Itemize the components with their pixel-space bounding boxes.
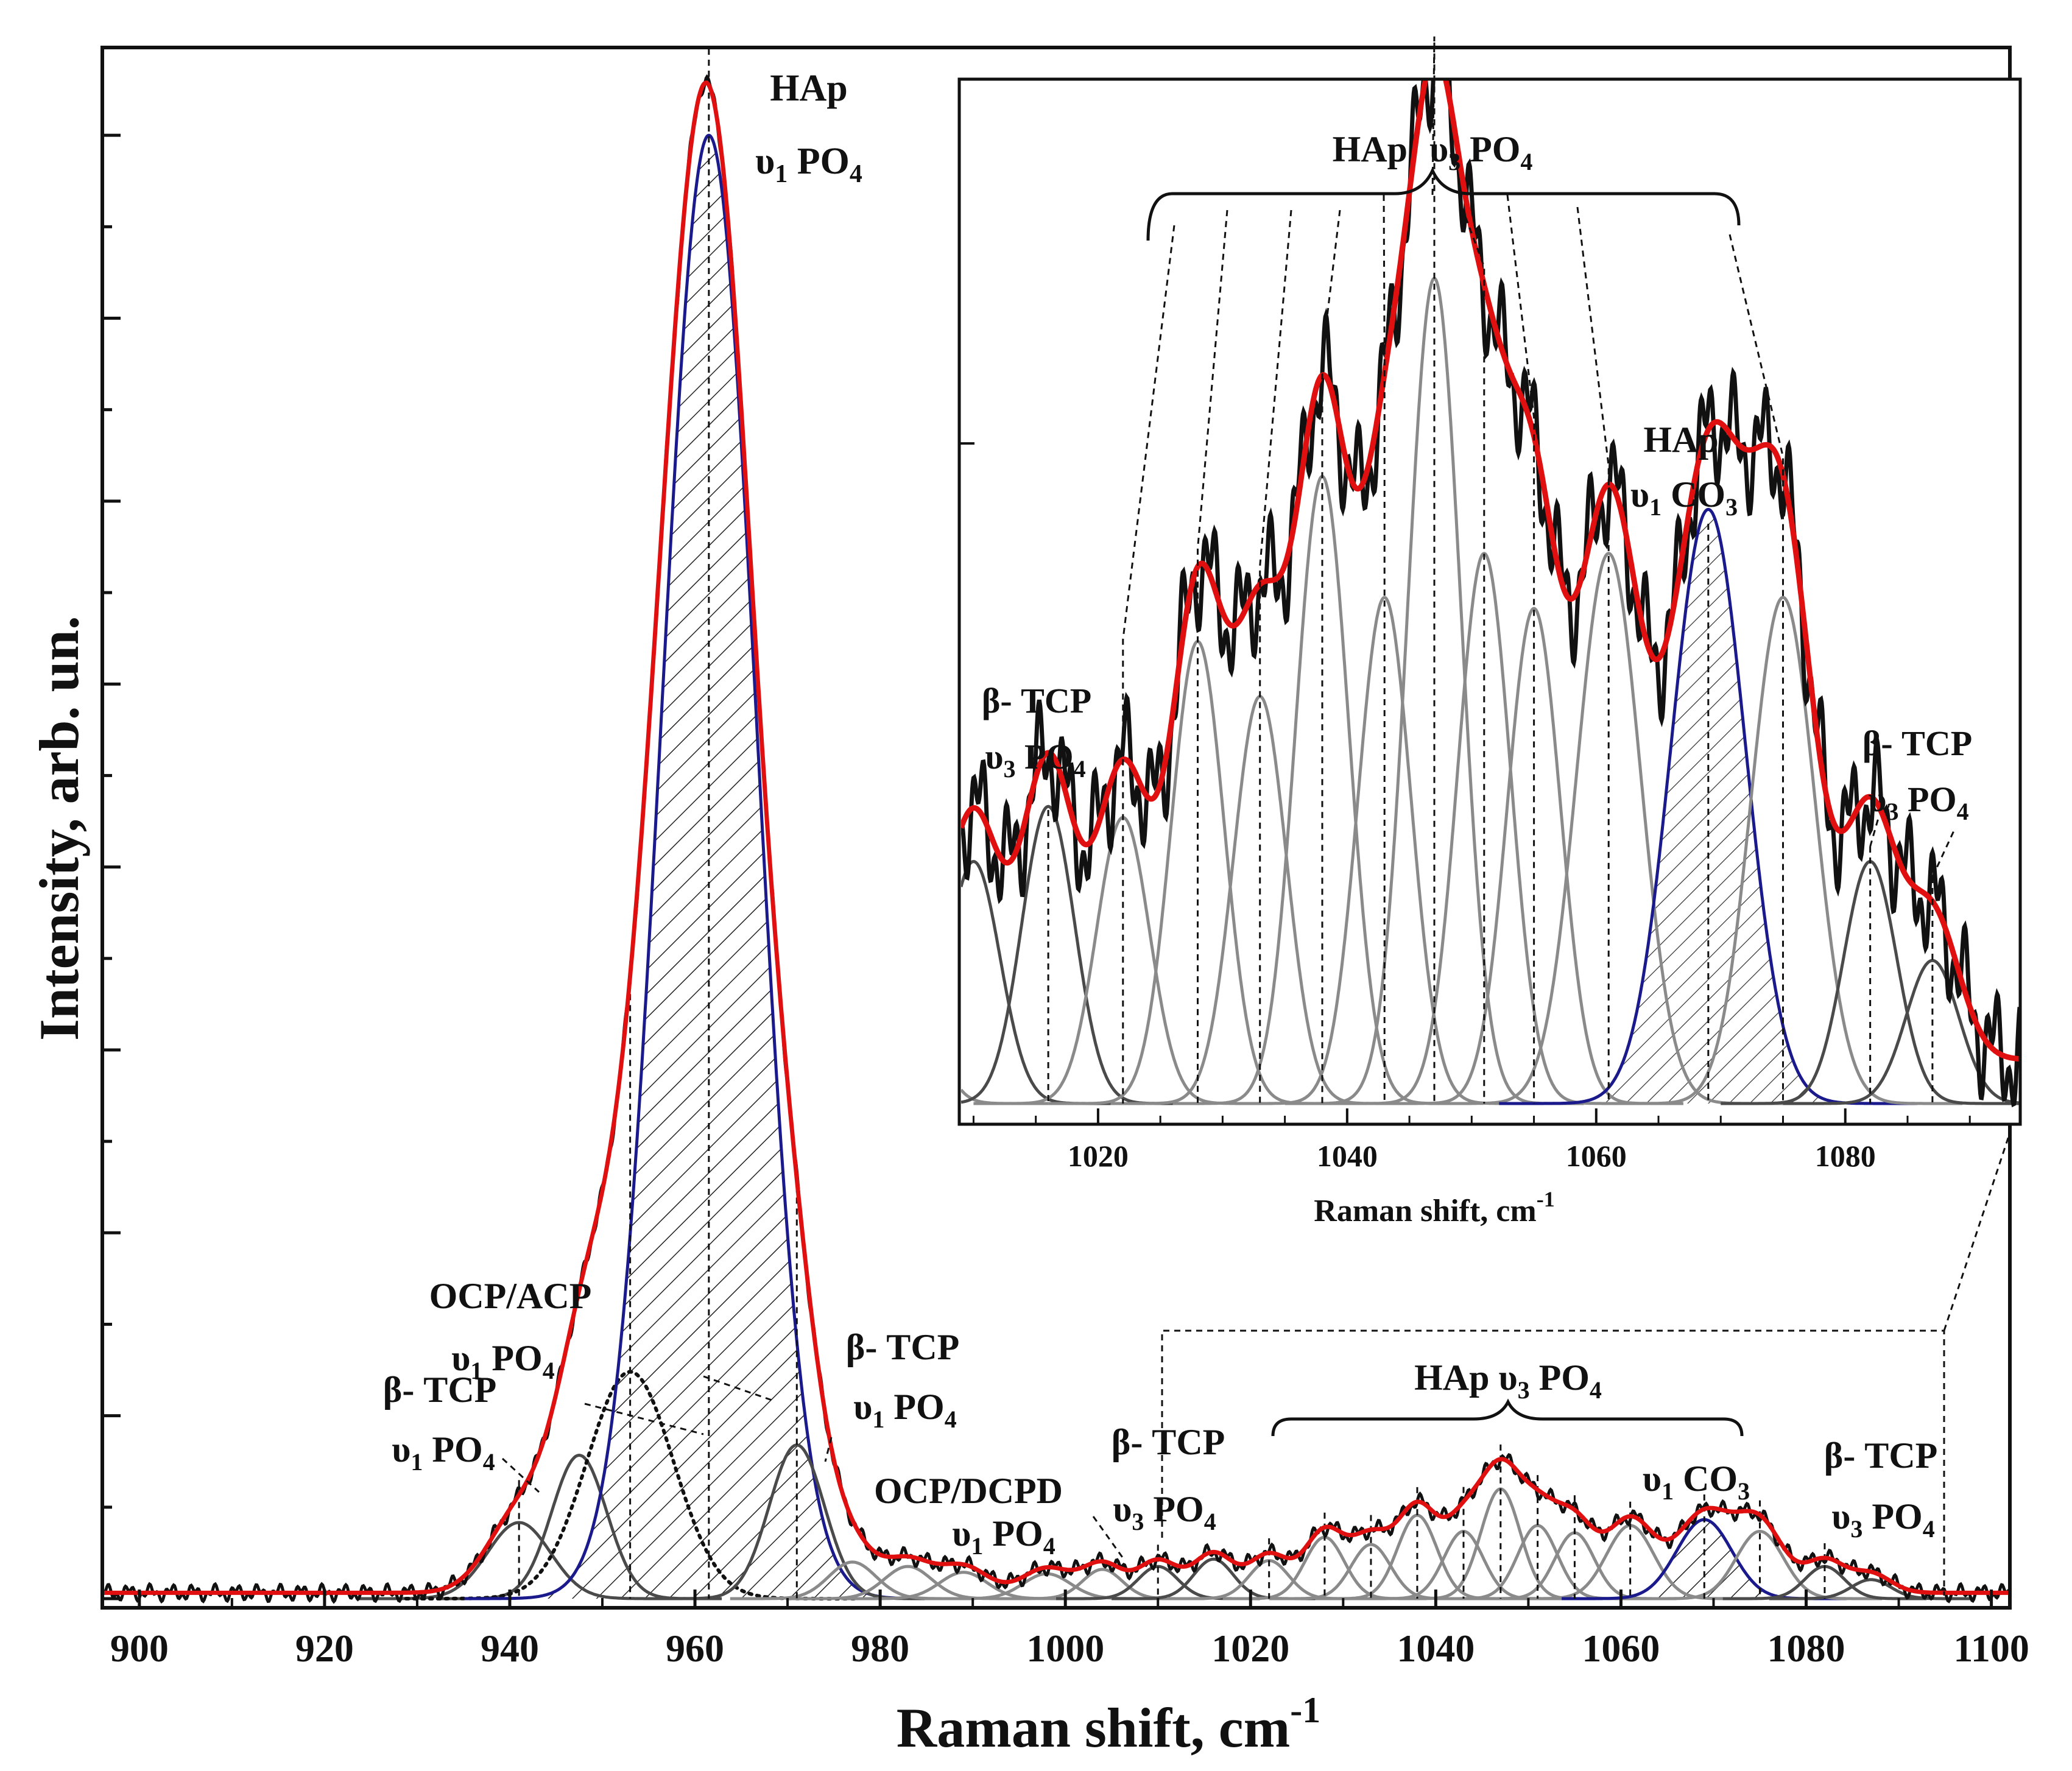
label-hap-v1-line1: HAp bbox=[770, 68, 847, 109]
x-tick-label-8: 1060 bbox=[1582, 1627, 1660, 1670]
label-btcp-971-line1: β- TCP bbox=[846, 1327, 960, 1367]
inset-label-hap-v3: HAp υ3 PO4 bbox=[1333, 129, 1533, 175]
label-btcp-940-line1: β- TCP bbox=[383, 1370, 497, 1410]
total-fit-curve bbox=[102, 80, 2010, 1595]
main-plot bbox=[102, 49, 2010, 1604]
inset-x-tick-label-3: 1080 bbox=[1815, 1139, 1876, 1173]
main-component-peaks bbox=[356, 133, 1973, 1600]
inset-hatched-fill bbox=[1499, 509, 1918, 1104]
inset-label-btcp-right-line2: υ3 PO4 bbox=[1868, 780, 1968, 825]
inset-fan-line-0 bbox=[1122, 225, 1175, 1104]
inset-hatch-fill-21 bbox=[1499, 509, 1918, 1104]
inset-background bbox=[959, 79, 2020, 1124]
label-btcp-971-line2: υ1 PO4 bbox=[853, 1387, 956, 1433]
inset-btcp-leader-b bbox=[1931, 828, 1956, 878]
hap-v3-bracket bbox=[1271, 1398, 1744, 1437]
y-axis-title: Intensity, arb. un. bbox=[28, 616, 90, 1041]
label-btcp-1010-line1: β- TCP bbox=[1112, 1422, 1225, 1462]
inset-fan-line-2 bbox=[1259, 209, 1292, 1104]
label-btcp-1082-line1: β- TCP bbox=[1824, 1435, 1938, 1476]
main-axis-ticks: 900 920 940 960 980 1000 1020 1040 1060 1080 1100 bbox=[102, 133, 2029, 1670]
inset-label-co3-line1: HAp bbox=[1643, 420, 1718, 460]
label-hap-v1-line2: υ1 PO4 bbox=[755, 141, 862, 188]
x-tick-label-6: 1020 bbox=[1211, 1627, 1289, 1670]
x-tick-label-9: 1080 bbox=[1767, 1627, 1845, 1670]
main-annotations: HAp υ1 PO4 OCP/ACP υ1 PO4 β- TCP υ1 PO4 … bbox=[383, 68, 1938, 1560]
label-btcp-940-line2: υ1 PO4 bbox=[392, 1429, 495, 1476]
x-tick-label-5: 1000 bbox=[1026, 1627, 1104, 1670]
inset-fan-line-1 bbox=[1197, 209, 1228, 1104]
x-tick-label-4: 980 bbox=[851, 1627, 909, 1670]
component-peak-24 bbox=[1769, 1578, 1973, 1600]
inset-fan-line-3 bbox=[1321, 209, 1341, 1104]
inset-x-axis-title: Raman shift, cm-1 bbox=[1314, 1187, 1554, 1228]
inset-btcp-leader-a bbox=[1869, 815, 1880, 847]
inset-component-peak-22 bbox=[1604, 596, 1962, 1105]
main-annotation-lines bbox=[501, 1132, 2011, 1596]
component-peak-0 bbox=[356, 1521, 682, 1600]
x-tick-label-0: 900 bbox=[110, 1627, 169, 1670]
label-co3-main: υ1 CO3 bbox=[1643, 1459, 1750, 1505]
x-axis-title: Raman shift, cm-1 bbox=[897, 1690, 1321, 1759]
x-tick-label-3: 960 bbox=[666, 1627, 724, 1670]
label-hap-v3-main: HAp υ3 PO4 bbox=[1414, 1357, 1602, 1404]
inset-fan-line-9 bbox=[1728, 234, 1784, 1104]
label-btcp-1010-line2: υ3 PO4 bbox=[1113, 1489, 1216, 1535]
inset-x-tick-label-0: 1020 bbox=[1068, 1139, 1129, 1173]
x-tick-label-2: 940 bbox=[481, 1627, 539, 1670]
label-ocp-acp-line1: OCP/ACP bbox=[429, 1276, 592, 1316]
x-tick-label-1: 920 bbox=[295, 1627, 354, 1670]
main-fit-curves bbox=[102, 74, 2010, 1604]
x-tick-label-7: 1040 bbox=[1397, 1627, 1475, 1670]
label-ocp-dcpd-line1: OCP/DCPD bbox=[874, 1471, 1063, 1511]
main-peak-marker-lines bbox=[518, 49, 1826, 1599]
inset-peak-marker-lines bbox=[1047, 36, 1956, 1104]
inset-x-tick-label-2: 1060 bbox=[1566, 1139, 1627, 1173]
hatch-fill-3 bbox=[530, 135, 887, 1599]
inset-fan-line-7 bbox=[1506, 194, 1535, 1104]
inset-x-tick-label-1: 1040 bbox=[1317, 1139, 1378, 1173]
inset-hap-v3-bracket bbox=[1146, 166, 1741, 241]
inset-total-fit-curve bbox=[961, 80, 2020, 1062]
label-btcp-1082-line2: υ3 PO4 bbox=[1831, 1496, 1934, 1543]
inset-fan-line-5 bbox=[1431, 36, 1436, 1104]
inset-annotations: HAp υ3 PO4 HAp υ1 CO3 β- TCP υ3 PO4 β- TC… bbox=[982, 129, 1972, 825]
inset-label-btcp-left-line1: β- TCP bbox=[982, 681, 1091, 720]
inset-label-co3-line2: υ1 CO3 bbox=[1630, 474, 1738, 521]
inset-axis-ticks: 1020 1040 1060 1080 bbox=[959, 442, 2020, 1173]
inset-label-btcp-right-line1: β- TCP bbox=[1862, 724, 1972, 763]
inset-label-btcp-left-line2: υ3 PO4 bbox=[985, 737, 1085, 783]
inset-fit-curves bbox=[961, 80, 2020, 1108]
label-ocp-acp-line2: υ1 PO4 bbox=[451, 1338, 554, 1384]
main-hatched-fills bbox=[530, 135, 1808, 1599]
x-tick-label-10: 1100 bbox=[1953, 1627, 2029, 1670]
component-peak-22 bbox=[1637, 1529, 1883, 1600]
label-ocp-dcpd-line2: υ1 PO4 bbox=[952, 1513, 1055, 1560]
hatch-fill-21 bbox=[1601, 1519, 1808, 1599]
